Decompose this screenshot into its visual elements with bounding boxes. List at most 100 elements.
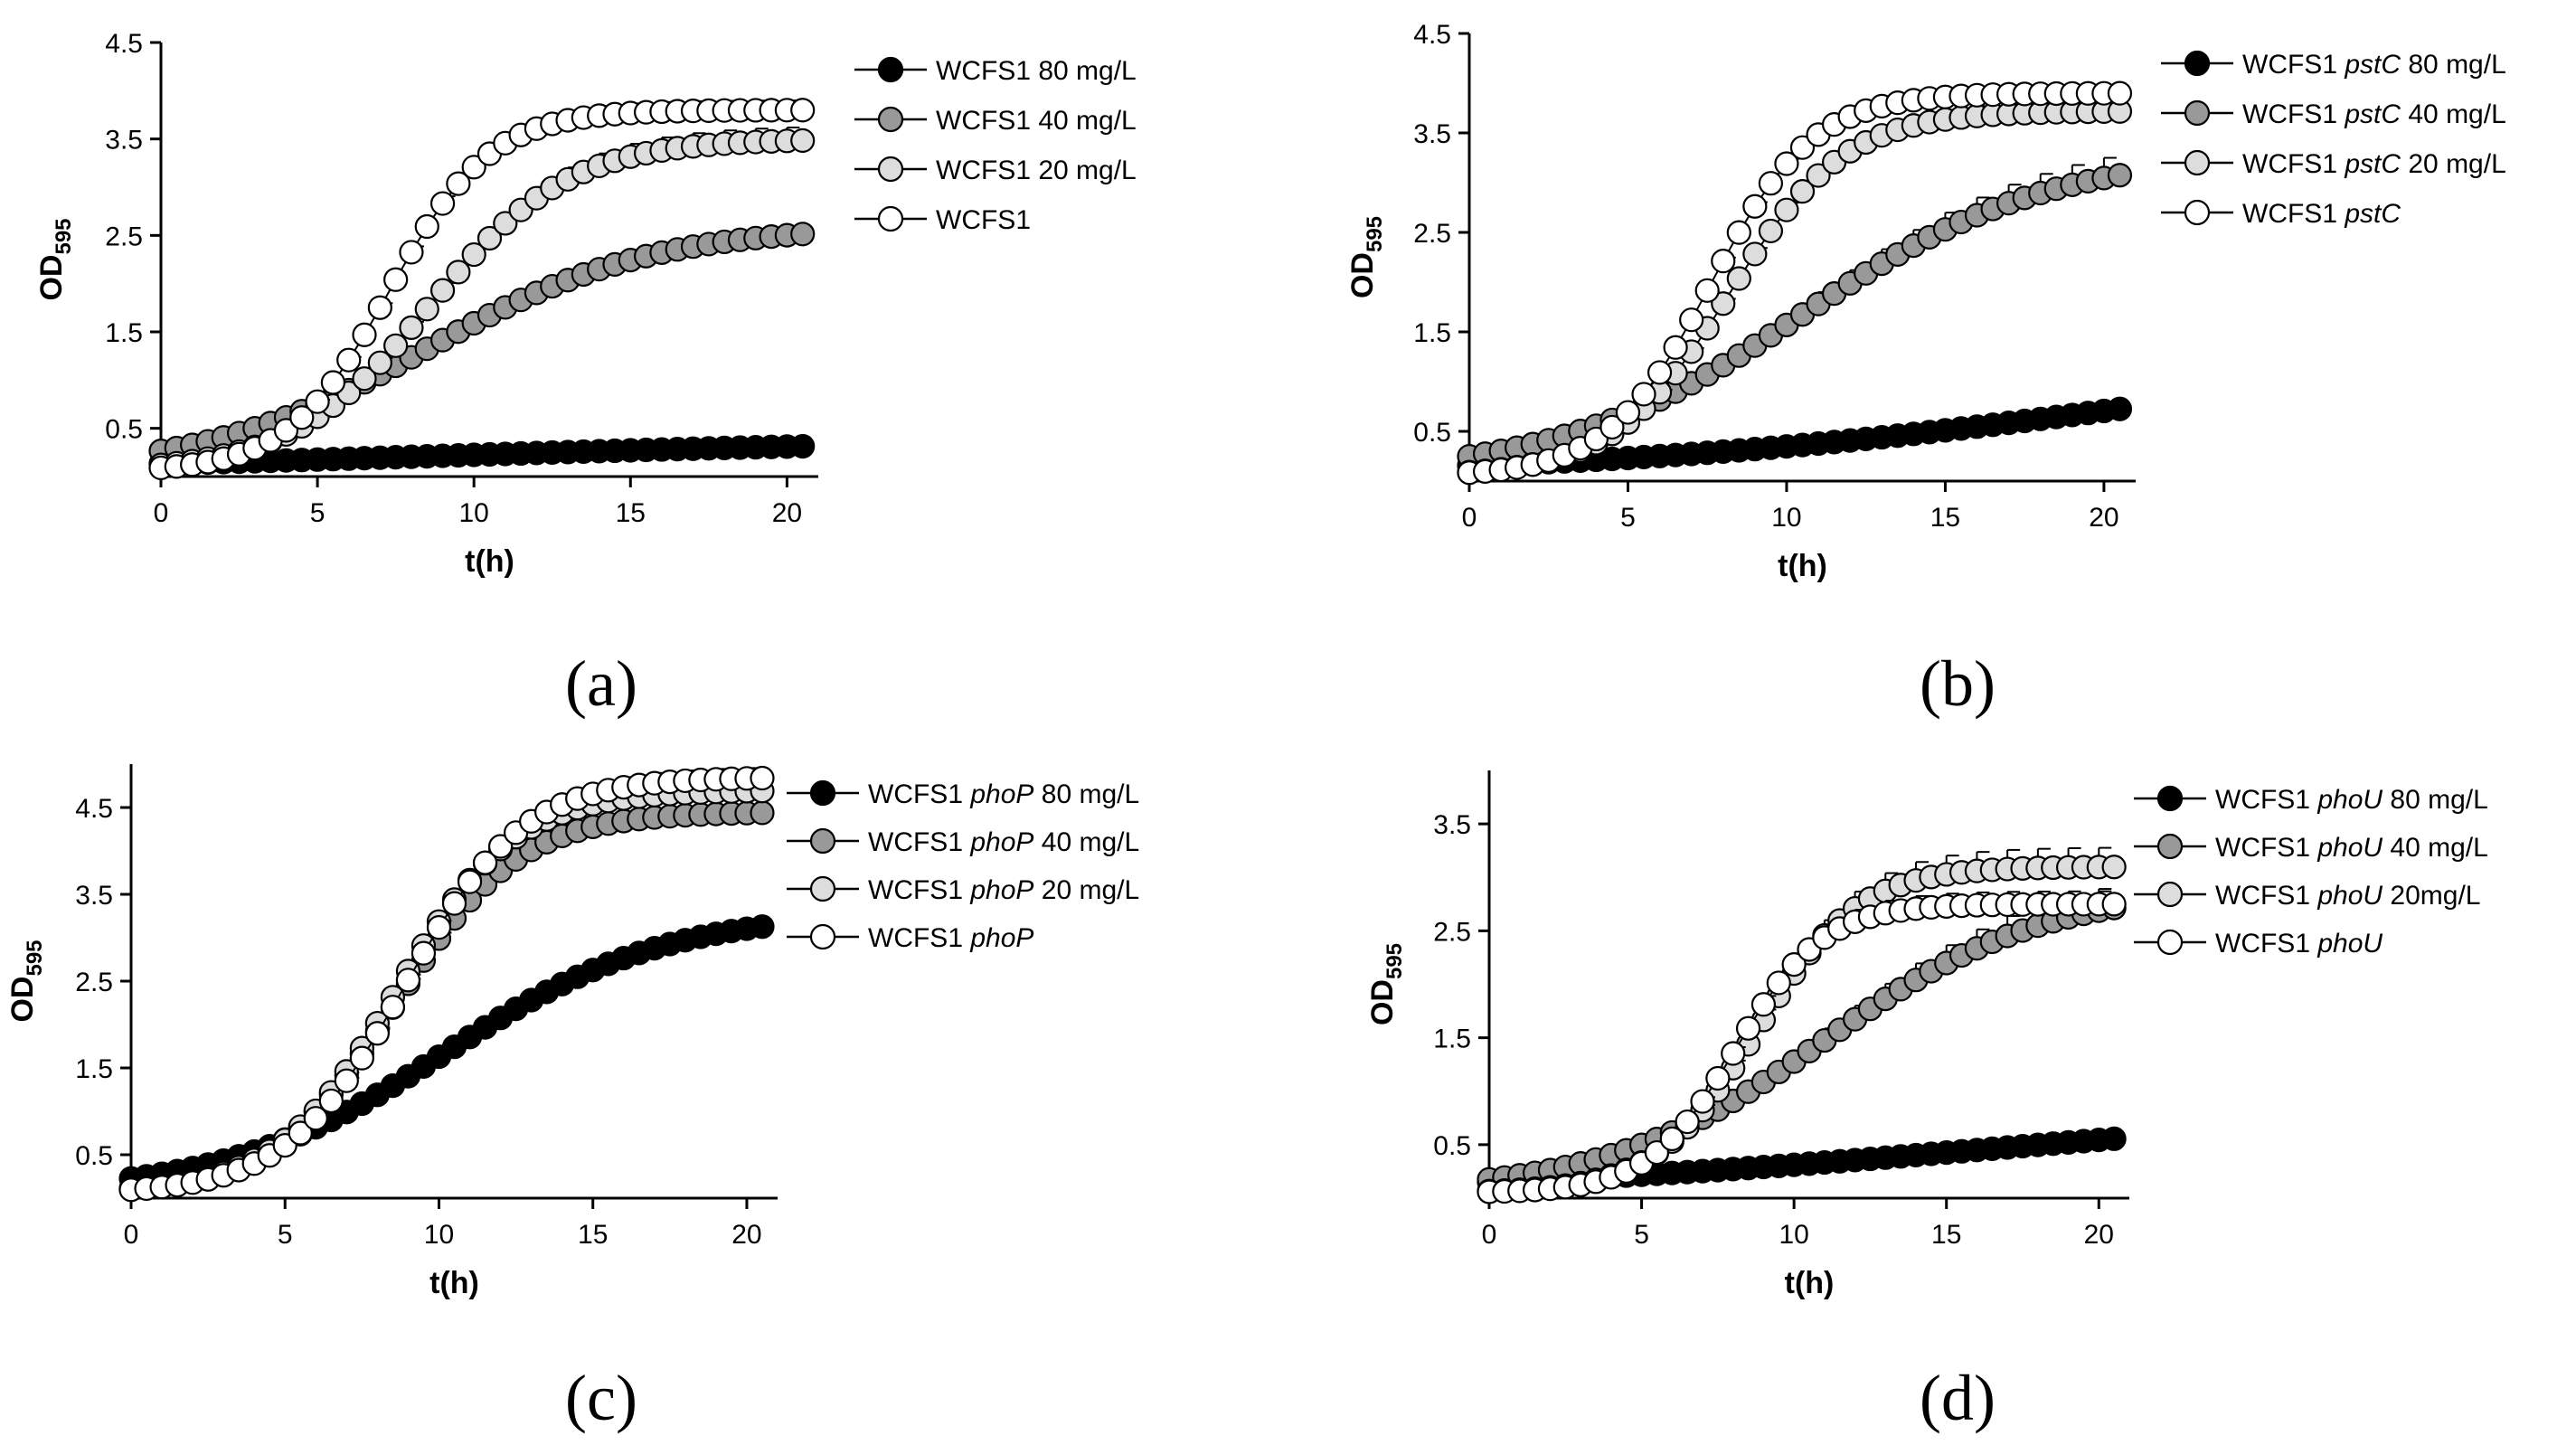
data-point	[750, 800, 775, 826]
x-tick-label: 0	[154, 498, 169, 528]
x-tick-label: 5	[278, 1220, 293, 1250]
data-point	[790, 222, 816, 247]
legend-label-part: WCFS1	[2215, 785, 2317, 815]
y-tick-label: 3.5	[1433, 810, 1471, 840]
legend-label: WCFS1 40 mg/L	[936, 106, 1137, 136]
y-axis-label-main: OD	[34, 255, 69, 301]
data-point	[383, 333, 409, 358]
legend-marker	[2184, 149, 2211, 176]
x-tick-label: 10	[459, 498, 489, 528]
legend-marker	[877, 106, 904, 133]
data-point	[380, 995, 406, 1020]
legend-label-part: 40 mg/L	[2383, 833, 2488, 863]
data-point	[790, 98, 816, 123]
data-point	[1690, 1089, 1715, 1114]
y-tick-label: 2.5	[1433, 917, 1471, 947]
legend-marker	[2156, 929, 2184, 956]
legend-entry: WCFS1 20 mg/L	[854, 156, 1137, 185]
legend-marker	[809, 779, 836, 807]
series-3	[1477, 890, 2127, 1204]
data-point	[790, 128, 816, 153]
data-point	[1774, 151, 1799, 176]
y-tick-label: 3.5	[1413, 119, 1451, 149]
legend-label-part: WCFS1	[2242, 149, 2345, 179]
legend-marker	[2184, 50, 2211, 77]
legend-marker	[877, 56, 904, 83]
panel-label: (d)	[1920, 1362, 1996, 1434]
y-axis-label-subscript: 595	[23, 940, 47, 976]
legend-label: WCFS1 phoP 20 mg/L	[868, 875, 1139, 905]
y-tick-label: 4.5	[1413, 20, 1451, 50]
y-axis-label-subscript: 595	[1382, 943, 1407, 979]
data-point	[461, 155, 486, 180]
data-point	[1599, 414, 1625, 440]
legend-label-part: phoP	[969, 875, 1033, 905]
data-point	[426, 915, 452, 940]
data-point	[1726, 220, 1751, 245]
legend-label-part: 80 mg/L	[2401, 50, 2506, 80]
legend-entry: WCFS1 phoU 80 mg/L	[2134, 785, 2488, 815]
data-point	[414, 213, 439, 240]
y-tick-label: 2.5	[105, 222, 143, 251]
y-axis-label: OD595	[5, 940, 47, 1022]
data-point	[289, 405, 315, 430]
data-point	[1758, 218, 1784, 244]
legend-label-part: 20 mg/L	[1033, 875, 1139, 905]
y-tick-label: 1.5	[105, 318, 143, 348]
data-point	[1647, 360, 1673, 385]
legend-label: WCFS1 pstC 20 mg/L	[2242, 149, 2506, 179]
panel-label: (b)	[1920, 647, 1996, 720]
data-point	[334, 1068, 359, 1093]
data-point	[1774, 197, 1799, 222]
data-point	[399, 240, 424, 265]
data-point	[2101, 892, 2127, 917]
x-tick-label: 0	[1482, 1220, 1497, 1250]
series-3	[1457, 80, 2133, 486]
data-point	[461, 241, 486, 268]
series-0	[1457, 396, 2133, 478]
legend-label-part: pstC	[2344, 50, 2401, 80]
data-point	[1750, 992, 1777, 1017]
legend-label-part: phoU	[2317, 881, 2383, 911]
legend-label-part: 20mg/L	[2383, 881, 2480, 911]
x-axis-label: t(h)	[429, 1266, 479, 1300]
series-0	[148, 433, 816, 477]
legend-marker	[877, 156, 904, 183]
y-tick-label: 1.5	[1433, 1025, 1471, 1054]
data-point	[1705, 1065, 1731, 1091]
data-point	[1679, 307, 1704, 333]
legend-marker	[2184, 199, 2211, 226]
data-point	[477, 225, 503, 251]
data-point	[352, 322, 377, 347]
data-point	[441, 891, 467, 916]
legend-entry: WCFS1 80 mg/L	[854, 56, 1137, 86]
panel-label: (a)	[565, 647, 637, 720]
y-tick-label: 4.5	[105, 29, 143, 59]
panel-b: 0 5 10 15 20 0.5 1.5 2.5 3.5 4.5 t(h) OD595 WCFS1 ps…	[1345, 20, 2506, 720]
y-axis-label-main: OD	[1365, 979, 1400, 1025]
legend-label: WCFS1 pstC	[2242, 199, 2401, 229]
x-tick-label: 10	[1779, 1220, 1808, 1250]
legend-label-part: WCFS1	[2242, 50, 2345, 80]
data-point	[1806, 163, 1831, 188]
legend-label-part: phoU	[2317, 833, 2383, 863]
data-point	[318, 1088, 344, 1114]
legend-marker	[2156, 833, 2184, 860]
y-tick-label: 4.5	[75, 794, 113, 824]
data-point	[2107, 396, 2133, 421]
data-point	[336, 347, 362, 373]
x-tick-label: 20	[2084, 1220, 2114, 1250]
data-point	[1675, 1109, 1700, 1135]
series-0	[118, 914, 775, 1191]
data-point	[1711, 291, 1736, 316]
data-point	[303, 1106, 328, 1131]
legend-label-part: WCFS1	[868, 779, 970, 809]
data-point	[1659, 1126, 1684, 1152]
y-axis-label: OD595	[1345, 216, 1387, 298]
data-point	[1615, 400, 1641, 425]
legend-entry: WCFS1 pstC 20 mg/L	[2161, 149, 2506, 179]
y-tick-label: 2.5	[75, 968, 113, 997]
legend-label-part: WCFS1	[2242, 99, 2345, 129]
legend-label-part: WCFS1 80 mg/L	[936, 56, 1137, 86]
y-axis-label-subscript: 595	[52, 218, 76, 254]
